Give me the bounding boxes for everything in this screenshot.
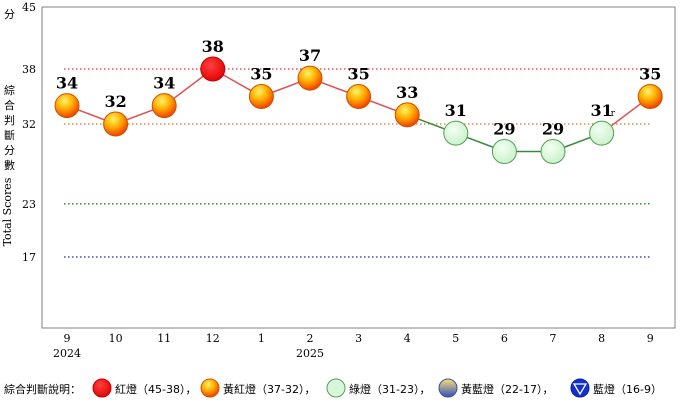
x-tick-label: 8 [598,332,605,345]
data-label: 34 [153,74,175,93]
legend-swatch-yellow-blue-icon [438,378,458,399]
plot-area [41,6,676,329]
y-axis-label-char: 判 [4,114,15,127]
y-axis-ticks: 17 23 32 38 45 [22,1,36,264]
legend-item-green: 綠燈（31-23）， [326,378,430,400]
data-label: 31 [590,101,612,120]
data-label: 29 [542,120,564,139]
revised-mark: r [611,109,616,119]
data-label: 31 [445,101,467,120]
legend-label: 綠燈（31-23）， [349,383,431,396]
y-tick-label: 32 [22,118,36,131]
legend-swatch-blue-icon [570,378,590,399]
data-point-red [200,56,226,82]
data-label: 29 [493,120,515,139]
legend-title: 綜合判斷說明： [4,383,81,396]
legend-label: 黃紅燈（37-32）， [223,383,316,396]
legend-item-blue: 藍燈（16-9） [570,378,662,400]
x-tick-label: 4 [404,332,411,345]
year-label: 2025 [296,347,324,360]
x-axis-ticks: 9 10 11 12 1 2 3 4 5 6 7 8 9 [64,332,654,345]
legend-item-red: 紅燈（45-38）， [92,378,196,400]
x-tick-label: 10 [109,332,123,345]
data-labels: 34 32 34 38 35 37 35 33 31 29 29 31 35 r [56,37,661,139]
x-tick-label: 9 [64,332,71,345]
x-tick-label: 3 [355,332,362,345]
y-axis-label-char: 分 [4,144,15,157]
data-label: 35 [347,65,369,84]
data-point-yellow-red [297,65,323,91]
data-point-yellow-red [248,84,274,109]
legend-item-yellow-blue: 黃藍燈（22-17）， [438,378,553,400]
x-tick-label: 2 [307,332,314,345]
data-label: 37 [299,46,321,65]
data-label: 38 [202,37,224,56]
data-point-yellow-red [394,102,420,128]
data-label: 32 [104,92,126,111]
data-points [54,56,663,164]
data-point-yellow-red [346,84,372,109]
legend-swatch-yellow-red-icon [200,378,220,399]
y-tick-label: 17 [22,251,36,264]
data-point-green [589,120,615,146]
data-point-yellow-red [54,93,80,119]
x-tick-label: 6 [501,332,508,345]
year-label: 2024 [53,347,81,360]
y-axis-label-char: 綜 [4,83,15,97]
data-point-yellow-red [637,84,663,109]
data-point-green [491,139,517,164]
y-tick-label: 38 [22,63,36,76]
y-axis-label-char: 數 [4,159,15,172]
x-tick-label: 7 [550,332,557,345]
legend: 綜合判斷說明： 紅燈（45-38）， 黃紅燈（37-32）， 綠燈（31-23）， 黃… [4,378,676,400]
data-point-green [540,139,566,164]
legend-label: 黃藍燈（22-17）， [461,383,554,396]
x-tick-label: 5 [452,332,459,345]
legend-label: 紅燈（45-38）， [115,383,197,396]
data-point-yellow-red [151,93,177,119]
data-label: 34 [56,74,78,93]
y-tick-label: 23 [22,198,36,211]
data-point-green [443,120,469,146]
data-label: 35 [639,65,661,84]
data-point-yellow-red [103,111,129,137]
x-tick-label: 9 [647,332,654,345]
legend-label: 藍燈（16-9） [593,383,662,396]
year-labels: 2024 2025 [53,347,324,360]
y-tick-label: 45 [22,1,36,14]
x-tick-label: 1 [258,332,265,345]
x-tick-label: 12 [206,332,220,345]
y-axis-label-en: Total Scores [1,177,14,246]
y-axis-label-char: 斷 [4,129,15,142]
legend-item-yellow-red: 黃紅燈（37-32）， [200,378,315,400]
y-axis-label-char: 合 [4,98,15,112]
legend-swatch-green-icon [326,378,346,399]
data-label: 33 [396,83,418,102]
x-tick-label: 11 [157,332,171,345]
data-label: 35 [250,65,272,84]
legend-swatch-red-icon [92,378,112,399]
unit-label: 分 [4,8,15,21]
